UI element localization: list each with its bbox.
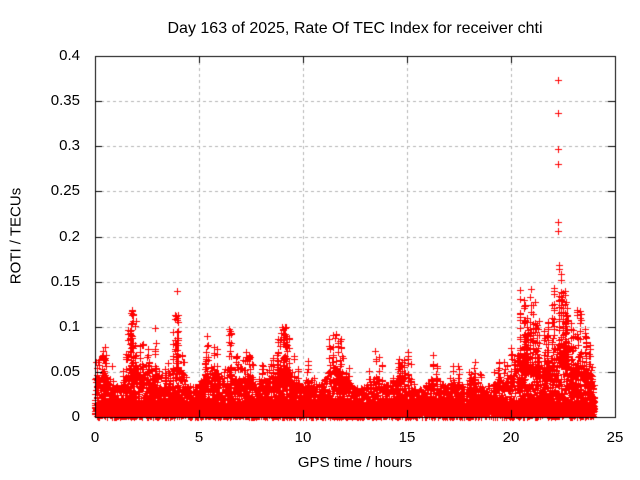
x-tick-label: 20 [502, 429, 520, 446]
y-tick-label: 0.05 [50, 362, 80, 380]
y-tick-label: 0.15 [50, 272, 80, 290]
x-tick-label: 5 [194, 429, 204, 446]
y-axis-label: ROTI / TECUs [7, 187, 25, 285]
y-tick-label: 0.4 [59, 47, 80, 64]
y-tick-label: 0.2 [59, 227, 80, 245]
y-tick-label: 0.1 [59, 317, 80, 335]
chart-title: Day 163 of 2025, Rate Of TEC Index for r… [167, 20, 543, 37]
y-tick-label: 0.3 [59, 137, 80, 155]
y-tick-label: 0.35 [50, 92, 80, 110]
x-tick-label: 0 [90, 429, 100, 446]
x-tick-label: 25 [606, 429, 624, 446]
x-tick-label: 10 [294, 429, 312, 446]
y-tick-label: 0 [71, 408, 80, 425]
y-tick-label: 0.25 [50, 182, 80, 200]
x-tick-label: 15 [398, 429, 416, 446]
x-axis-label: GPS time / hours [297, 454, 413, 471]
